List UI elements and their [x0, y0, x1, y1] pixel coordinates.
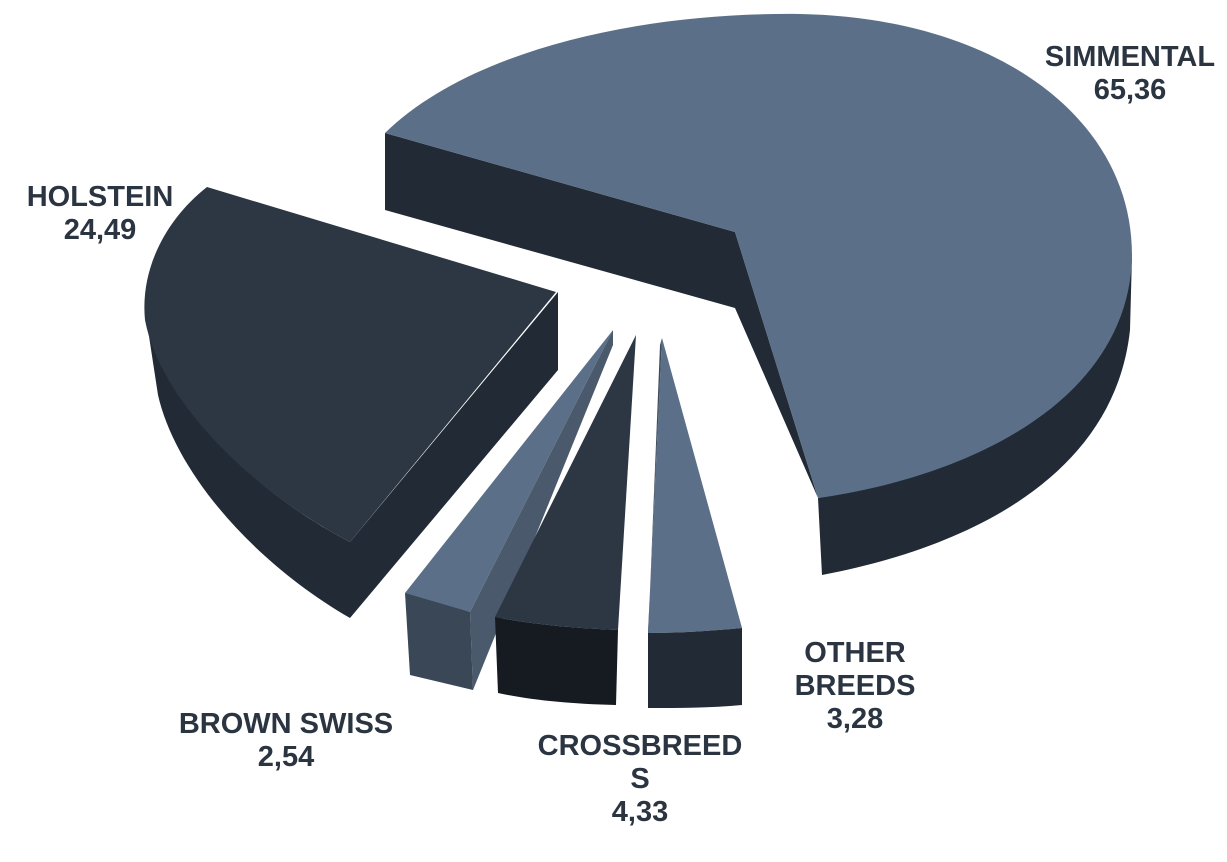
slice-crossbreeds-front — [495, 617, 618, 705]
slice-simmental-top — [385, 13, 1132, 498]
label-other-breeds-name: OTHER BREEDS — [794, 637, 916, 702]
label-brown-swiss-value: 2,54 — [257, 741, 315, 773]
slice-holstein-top — [144, 187, 557, 542]
label-other-breeds-value: 3,28 — [826, 703, 884, 735]
label-simmental-value: 65,36 — [1093, 74, 1167, 106]
slice-other-breeds — [648, 338, 742, 708]
label-crossbreeds-value: 4,33 — [611, 796, 669, 828]
label-holstein: HOLSTEIN 24,49 — [0, 148, 200, 280]
label-holstein-value: 24,49 — [63, 214, 137, 246]
label-brown-swiss-name: BROWN SWISS — [178, 708, 394, 740]
slice-brown-swiss-front — [405, 593, 473, 690]
slice-other-breeds-top — [648, 338, 742, 633]
slice-crossbreeds — [495, 335, 636, 705]
label-crossbreeds: CROSSBREED S 4,33 — [520, 697, 760, 862]
label-crossbreeds-name: CROSSBREED S — [537, 730, 743, 795]
label-brown-swiss: BROWN SWISS 2,54 — [155, 675, 417, 807]
slice-holstein-side — [145, 292, 558, 618]
slice-brown-swiss-top — [405, 330, 613, 612]
label-holstein-name: HOLSTEIN — [26, 181, 174, 213]
label-simmental: SIMMENTAL 65,36 — [1030, 8, 1227, 140]
pie-chart — [144, 13, 1132, 708]
slice-simmental — [385, 13, 1132, 575]
label-simmental-name: SIMMENTAL — [1044, 41, 1216, 73]
slice-crossbreeds-top — [495, 335, 636, 630]
slice-holstein — [144, 187, 558, 618]
label-other-breeds: OTHER BREEDS 3,28 — [770, 604, 940, 769]
slice-other-breeds-front — [648, 628, 742, 708]
